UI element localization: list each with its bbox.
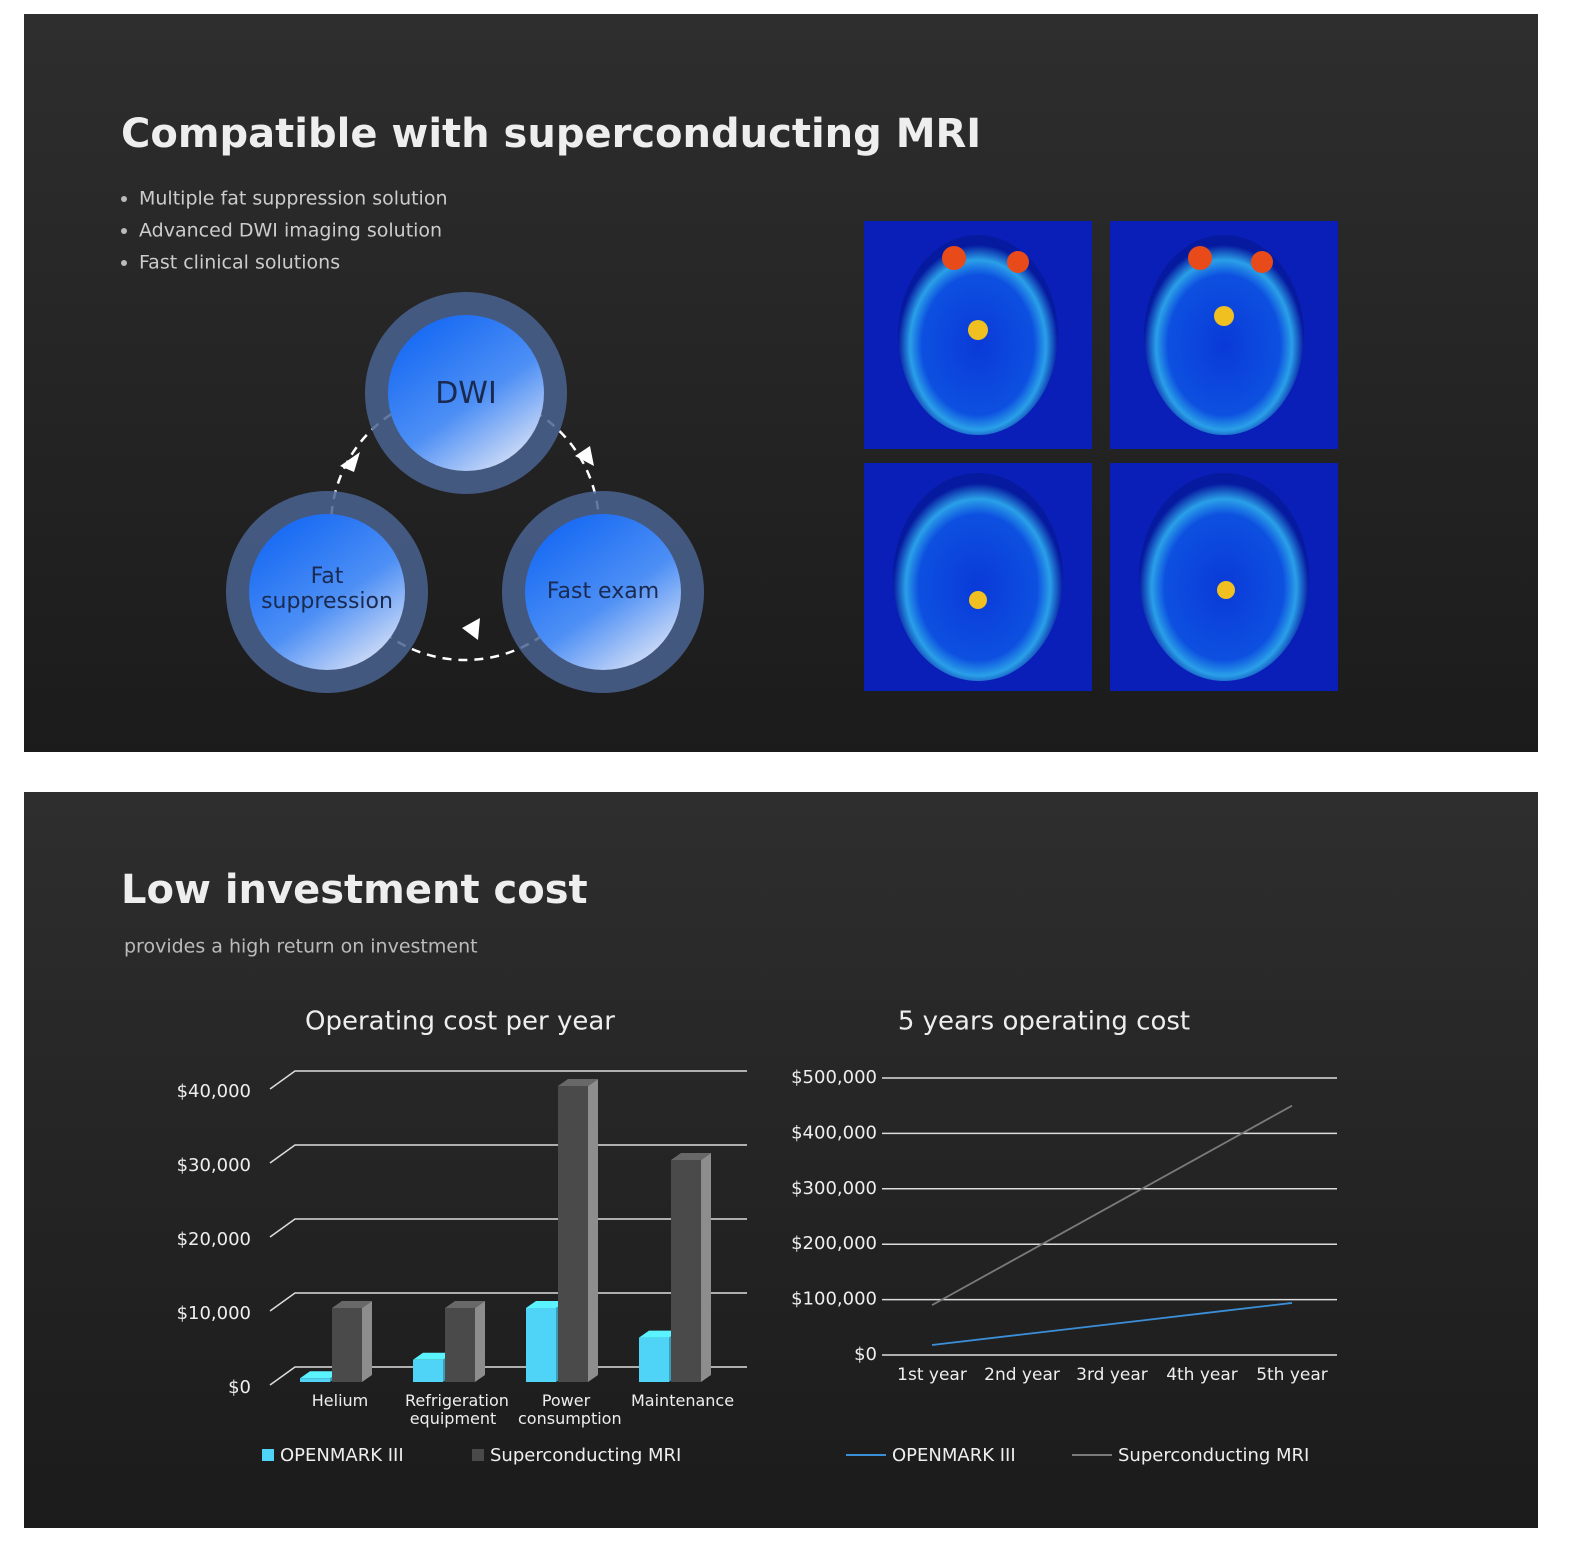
grid-line: [269, 1070, 747, 1090]
legend-label: Superconducting MRI: [490, 1445, 681, 1466]
bar-top: [671, 1153, 711, 1160]
bar-top: [526, 1301, 566, 1308]
bullet: Fast clinical solutions: [139, 252, 340, 274]
bar: [300, 1378, 330, 1382]
legend-swatch: [472, 1449, 484, 1461]
x-tick-label: 1st year: [897, 1365, 967, 1385]
legend-label: OPENMARK III: [280, 1445, 404, 1466]
bar: [639, 1337, 669, 1382]
legend-label: Superconducting MRI: [1118, 1445, 1309, 1466]
bar-top: [558, 1079, 598, 1086]
y-tick-label: $10,000: [177, 1303, 251, 1324]
x-tick-label: 2nd year: [984, 1365, 1060, 1385]
y-tick-label: $400,000: [791, 1122, 877, 1143]
bar-top: [639, 1330, 679, 1338]
arrow: [340, 452, 360, 472]
bar: [526, 1308, 556, 1382]
x-tick-label: Helium: [311, 1391, 369, 1410]
chart-title: Operating cost per year: [305, 1007, 615, 1037]
x-tick-label: Maintenance: [631, 1391, 735, 1410]
legend-label: OPENMARK III: [892, 1445, 1016, 1466]
y-tick-label: $300,000: [791, 1178, 877, 1199]
bar-side: [588, 1079, 598, 1382]
cycle-label: Fast exam: [546, 579, 660, 604]
line: [931, 1104, 1293, 1306]
y-tick-label: $0: [854, 1344, 877, 1365]
bullet: Advanced DWI imaging solution: [139, 220, 442, 242]
bar: [445, 1308, 475, 1382]
bullet: Multiple fat suppression solution: [139, 188, 448, 210]
y-tick-label: $30,000: [177, 1155, 251, 1176]
bar-top: [445, 1301, 485, 1308]
x-tick-label: Power consumption: [518, 1391, 622, 1429]
panel: [24, 792, 1538, 1528]
bar-side: [362, 1301, 372, 1382]
bar-top: [413, 1352, 453, 1360]
bar: [671, 1160, 701, 1382]
legend-swatch: [262, 1449, 274, 1461]
mri-images: [864, 221, 1338, 691]
x-tick-label: Refrigeration equipment: [405, 1391, 509, 1429]
bar-top: [332, 1301, 372, 1308]
section-title: Low investment cost: [121, 867, 588, 913]
y-tick-label: $200,000: [791, 1233, 877, 1254]
y-tick-label: $500,000: [791, 1067, 877, 1088]
y-tick-label: $0: [228, 1377, 251, 1398]
cycle-nodes: [226, 292, 704, 693]
x-tick-label: 3rd year: [1076, 1365, 1148, 1385]
cycle-label: DWI: [435, 376, 497, 411]
cycle-label: Fat suppression: [261, 564, 393, 615]
y-tick-label: $100,000: [791, 1289, 877, 1310]
arrow: [575, 446, 594, 466]
section-title: Compatible with superconducting MRI: [121, 111, 981, 157]
arrow: [462, 618, 480, 640]
x-tick-label: 5th year: [1256, 1365, 1328, 1385]
bar: [558, 1086, 588, 1382]
bar: [413, 1359, 443, 1382]
line: [931, 1302, 1293, 1346]
chart-title: 5 years operating cost: [898, 1007, 1190, 1037]
section-subtitle: provides a high return on investment: [124, 936, 478, 958]
y-tick-label: $20,000: [177, 1229, 251, 1250]
bullets: Multiple fat suppression solution Advanc…: [121, 188, 448, 274]
bar-side: [701, 1153, 711, 1382]
bar: [332, 1308, 362, 1382]
y-tick-label: $40,000: [177, 1081, 251, 1102]
x-tick-label: 4th year: [1166, 1365, 1238, 1385]
bar-side: [475, 1301, 485, 1382]
bar-top: [300, 1371, 340, 1379]
